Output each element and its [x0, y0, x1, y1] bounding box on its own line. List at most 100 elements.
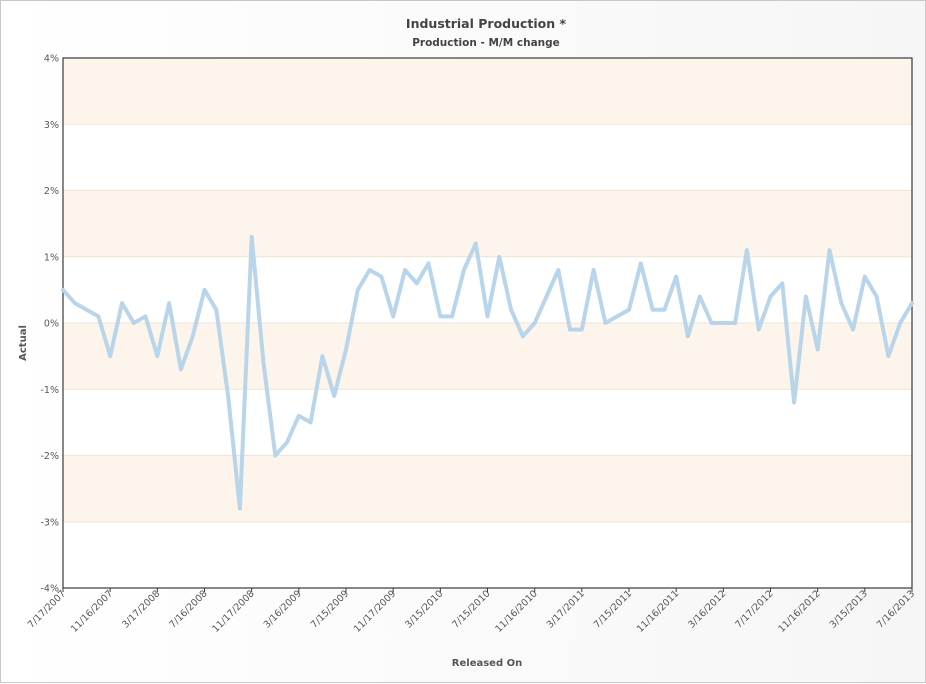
data-point — [816, 348, 819, 351]
data-point — [557, 268, 560, 272]
data-point — [899, 321, 902, 325]
x-tick-label: 7/17/2007 — [26, 588, 68, 630]
y-tick-label: -3% — [41, 517, 60, 528]
y-tick-label: 0% — [44, 319, 59, 330]
x-tick-label: 3/15/2013 — [828, 588, 870, 630]
x-tick-label: 7/15/2009 — [309, 588, 351, 630]
y-axis-title: Actual — [18, 325, 29, 361]
y-tick-label: 4% — [44, 54, 59, 65]
plot-band — [63, 389, 912, 456]
data-point — [875, 295, 878, 298]
y-tick-label: -2% — [41, 451, 60, 462]
data-point — [356, 288, 359, 292]
y-tick-label: 3% — [44, 120, 59, 131]
data-point — [262, 361, 265, 364]
data-point — [722, 321, 725, 325]
data-point — [616, 315, 619, 318]
x-tick-label: 3/17/2011 — [545, 588, 587, 630]
data-point — [675, 275, 678, 278]
data-point — [686, 335, 690, 338]
x-tick-label: 11/16/2007 — [69, 588, 116, 635]
data-point — [509, 308, 513, 311]
data-point — [521, 335, 525, 338]
data-point — [61, 288, 65, 292]
data-point — [887, 354, 890, 358]
data-point — [238, 507, 242, 510]
data-point — [804, 295, 808, 298]
x-tick-label: 3/16/2012 — [686, 588, 728, 630]
data-point — [733, 321, 737, 325]
data-point — [144, 315, 147, 318]
data-point — [403, 268, 407, 272]
data-point — [781, 282, 784, 285]
data-point — [580, 328, 583, 331]
data-point — [344, 348, 348, 351]
chart-subtitle: Production - M/M change — [412, 37, 560, 49]
x-tick-label: 3/15/2010 — [403, 588, 445, 630]
x-tick-label: 3/17/2008 — [120, 588, 162, 630]
x-tick-label: 11/16/2011 — [635, 588, 682, 635]
data-point — [533, 321, 536, 325]
data-point — [215, 308, 218, 311]
y-tick-label: -1% — [41, 385, 60, 396]
plot-band — [63, 455, 912, 522]
x-tick-label: 11/17/2009 — [352, 588, 399, 635]
x-axis-title: Released On — [452, 658, 522, 669]
data-point — [604, 321, 607, 325]
data-point — [486, 315, 489, 318]
data-point — [203, 288, 206, 292]
y-tick-label: 1% — [44, 252, 59, 263]
data-point — [226, 394, 230, 398]
data-point — [627, 308, 631, 311]
data-point — [651, 308, 654, 311]
data-point — [592, 268, 595, 272]
data-point — [415, 282, 418, 285]
x-tick-label: 11/17/2008 — [210, 588, 257, 635]
x-tick-label: 7/17/2012 — [733, 588, 775, 630]
data-point — [639, 262, 642, 265]
x-tick-label: 7/16/2013 — [875, 588, 917, 630]
data-point — [769, 295, 772, 298]
data-point — [97, 315, 100, 318]
data-point — [321, 354, 324, 358]
x-tick-label: 7/16/2008 — [167, 588, 209, 630]
data-point — [156, 354, 159, 358]
x-tick-label: 11/16/2010 — [493, 588, 540, 635]
data-point — [132, 321, 135, 325]
data-point — [863, 275, 866, 278]
data-point — [309, 421, 312, 424]
data-point — [450, 315, 454, 318]
plot-bands — [63, 58, 912, 588]
data-point — [757, 328, 760, 331]
plot-band — [63, 58, 912, 125]
data-point — [274, 454, 277, 457]
data-point — [498, 255, 501, 258]
data-point — [333, 394, 336, 398]
data-point — [368, 268, 371, 272]
data-point — [462, 268, 466, 272]
data-point — [179, 368, 183, 371]
chart-title: Industrial Production * — [406, 16, 567, 31]
data-point — [910, 301, 914, 305]
data-point — [545, 295, 548, 298]
data-point — [840, 301, 843, 305]
data-point — [745, 248, 749, 252]
data-point — [698, 295, 701, 298]
data-point — [109, 354, 112, 358]
data-point — [427, 262, 430, 265]
data-point — [663, 308, 666, 311]
data-point — [568, 328, 572, 331]
data-point — [73, 301, 77, 305]
data-point — [392, 315, 395, 318]
x-tick-label: 7/15/2010 — [450, 588, 492, 630]
plot-band — [63, 323, 912, 390]
x-tick-label: 7/15/2011 — [592, 588, 634, 630]
plot-band — [63, 190, 912, 257]
plot-band — [63, 521, 912, 588]
data-point — [297, 414, 300, 417]
x-tick-label: 3/16/2009 — [262, 588, 304, 630]
y-tick-label: -4% — [41, 584, 60, 595]
data-point — [710, 321, 713, 325]
